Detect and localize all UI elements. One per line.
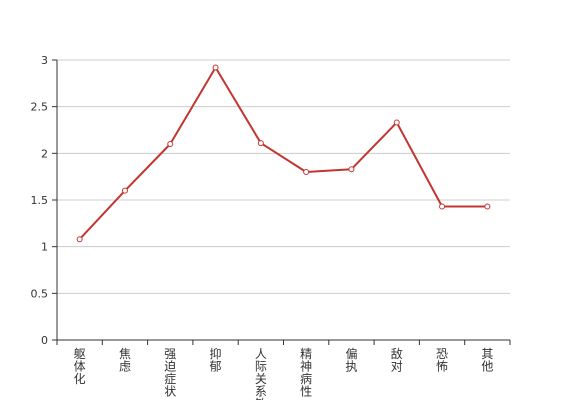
data-point[interactable] bbox=[348, 166, 355, 173]
y-tick-label: 1 bbox=[41, 241, 48, 254]
x-tick-label: 偏执 bbox=[345, 346, 357, 374]
data-point[interactable] bbox=[303, 169, 310, 175]
x-tick-label: 强迫症状 bbox=[164, 347, 176, 399]
data-point[interactable] bbox=[484, 203, 491, 210]
x-tick-label: 焦虑 bbox=[119, 347, 131, 374]
data-point[interactable] bbox=[212, 64, 219, 71]
data-point[interactable] bbox=[257, 140, 264, 147]
x-axis-ticks: 躯体化 焦虑 强迫症状 抑郁 人际关系敏感 精神病性 偏执 敌对 恐怖 其他 bbox=[56, 340, 511, 404]
y-tick-label: 2.5 bbox=[31, 101, 49, 114]
x-tick-label: 人际关系敏感 bbox=[255, 347, 267, 400]
y-tick-label: 1.5 bbox=[31, 194, 49, 207]
data-point[interactable] bbox=[76, 236, 83, 243]
data-point[interactable] bbox=[121, 187, 128, 194]
data-point[interactable] bbox=[439, 203, 446, 210]
data-point[interactable] bbox=[393, 119, 400, 126]
y-tick-label: 2 bbox=[41, 147, 48, 160]
x-tick-label: 抑郁 bbox=[210, 346, 222, 374]
x-tick-label: 躯体化 bbox=[74, 346, 86, 386]
y-tick-label: 0 bbox=[41, 334, 48, 347]
x-tick-label: 敌对 bbox=[391, 346, 403, 374]
x-tick-label: 恐怖 bbox=[436, 347, 448, 374]
y-tick-label: 0.5 bbox=[31, 287, 49, 300]
y-tick-label: 3 bbox=[41, 54, 48, 67]
data-point[interactable] bbox=[167, 141, 174, 147]
grid-lines bbox=[57, 59, 510, 294]
x-tick-label: 其他 bbox=[481, 347, 493, 374]
series-line bbox=[78, 66, 488, 240]
series-group bbox=[76, 64, 491, 243]
y-axis-ticks: 0 0.5 1 1.5 2 2.5 3 bbox=[31, 54, 57, 347]
x-tick-label: 精神病性 bbox=[300, 347, 312, 399]
